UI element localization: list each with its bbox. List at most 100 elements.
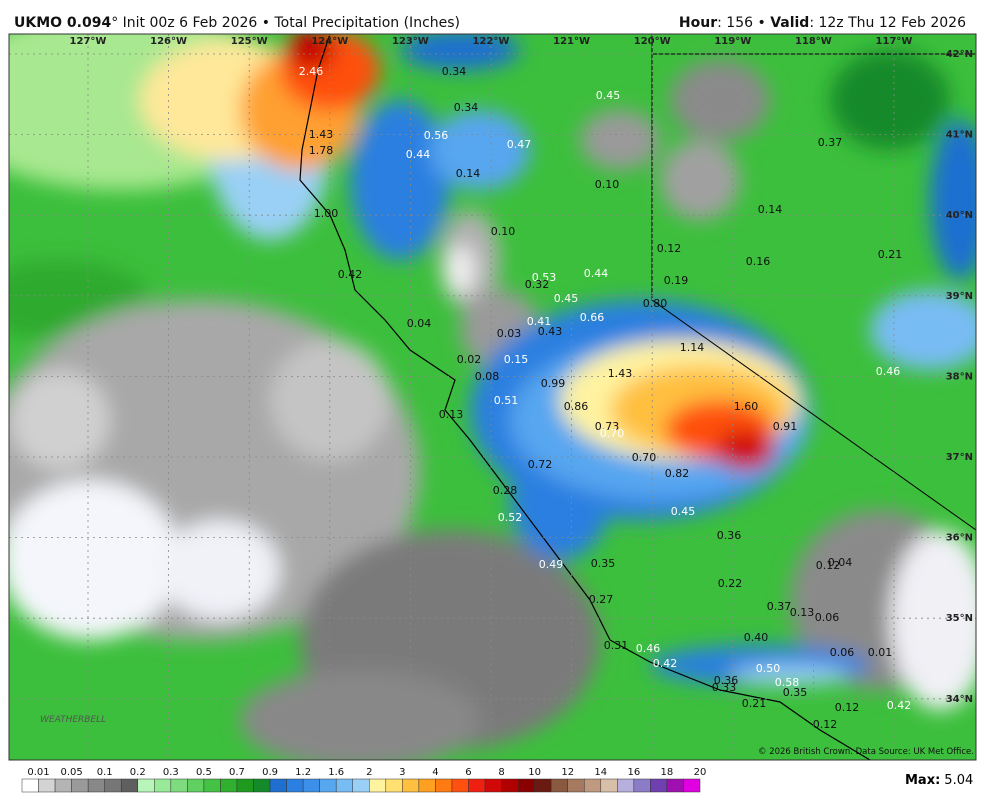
precip-label: 0.14 [758, 203, 783, 216]
longitude-label: 120°W [634, 36, 671, 47]
precip-label: 0.32 [525, 278, 550, 291]
colorbar-label: 16 [627, 767, 640, 778]
colorbar-swatch [220, 778, 238, 793]
latitude-label: 39°N [946, 291, 973, 302]
precip-label: 0.21 [742, 697, 767, 710]
colorbar-swatch [154, 778, 172, 793]
precip-label: 0.08 [475, 370, 500, 383]
longitude-label: 126°W [150, 36, 187, 47]
precip-label: 0.49 [539, 558, 564, 571]
colorbar-swatch [600, 778, 618, 793]
precip-label: 0.16 [746, 255, 771, 268]
precip-label: 2.46 [299, 65, 324, 78]
max-value: 5.04 [944, 773, 973, 788]
precip-label: 0.01 [868, 646, 893, 659]
precip-label: 0.70 [632, 451, 657, 464]
precip-label: 0.46 [876, 365, 901, 378]
colorbar-label: 0.05 [60, 767, 82, 778]
valid-text: : 12z Thu 12 Feb 2026 [809, 15, 966, 31]
longitude-label: 121°W [553, 36, 590, 47]
precip-label: 0.42 [653, 657, 678, 670]
latitude-label: 38°N [946, 371, 973, 382]
precip-label: 0.13 [790, 606, 815, 619]
precip-label: 0.31 [604, 639, 629, 652]
precip-label: 0.22 [718, 577, 743, 590]
latitude-label: 36°N [946, 533, 973, 544]
colorbar-swatch [435, 778, 453, 793]
precip-label: 1.78 [309, 144, 334, 157]
colorbar-swatch [517, 778, 535, 793]
precip-label: 0.40 [744, 631, 769, 644]
colorbar-swatch [38, 778, 56, 793]
precip-label: 0.03 [497, 327, 522, 340]
colorbar: 0.01 0.05 0.1 0.2 0.3 0.5 0.7 0.9 1.2 1.6 2 3 4 6 8 10 1… [21, 767, 707, 793]
precip-label: 1.60 [734, 400, 759, 413]
precip-label: 0.45 [554, 292, 579, 305]
hour-label: Hour [679, 15, 717, 31]
colorbar-label: 0.5 [196, 767, 212, 778]
precip-label: 0.91 [773, 420, 798, 433]
colorbar-label: 2 [366, 767, 372, 778]
precip-label: 1.00 [314, 207, 339, 220]
precip-label: 0.37 [767, 600, 792, 613]
precip-label: 0.45 [596, 89, 621, 102]
longitude-label: 123°W [392, 36, 429, 47]
colorbar-label: 8 [498, 767, 504, 778]
precip-label: 0.27 [589, 593, 614, 606]
precip-label: 0.50 [756, 662, 781, 675]
precip-label: 0.37 [818, 136, 843, 149]
precip-label: 0.04 [407, 317, 432, 330]
colorbar-swatch [71, 778, 89, 793]
colorbar-swatch [319, 778, 337, 793]
precip-label: 0.41 [527, 315, 552, 328]
valid-label: Valid [770, 15, 809, 31]
colorbar-label: 6 [465, 767, 471, 778]
description: ° Init 00z 6 Feb 2026 • Total Precipitat… [111, 15, 460, 31]
precip-label: 0.12 [835, 701, 860, 714]
colorbar-swatch [418, 778, 436, 793]
colorbar-swatch [104, 778, 122, 793]
precip-label: 0.02 [457, 353, 482, 366]
logo: WEATHERBELL [40, 715, 106, 725]
header-left: UKMO 0.094° Init 00z 6 Feb 2026 • Total … [14, 15, 460, 31]
colorbar-label: 4 [432, 767, 438, 778]
colorbar-swatch [203, 778, 221, 793]
precip-label: 0.73 [595, 420, 620, 433]
colorbar-swatch [583, 778, 602, 793]
precip-label: 0.42 [338, 268, 363, 281]
latitude-label: 41°N [946, 130, 973, 141]
latitude-label: 42°N [946, 49, 973, 60]
precip-label: 0.86 [564, 400, 589, 413]
precip-label: 0.36 [717, 529, 742, 542]
precip-label: 0.58 [775, 676, 800, 689]
colorbar-swatch [468, 778, 486, 793]
longitude-label: 127°W [70, 36, 107, 47]
precip-label: 0.56 [424, 129, 449, 142]
colorbar-swatch [683, 778, 701, 793]
colorbar-swatch [402, 778, 420, 793]
colorbar-swatch [21, 778, 39, 793]
colorbar-label: 0.3 [163, 767, 179, 778]
precip-label: 0.46 [636, 642, 661, 655]
precip-label: 0.35 [783, 686, 808, 699]
precip-label: 0.04 [828, 556, 853, 569]
colorbar-swatch [617, 778, 635, 793]
latitude-label: 37°N [946, 452, 973, 463]
colorbar-swatch [335, 778, 353, 793]
precip-label: 0.99 [541, 377, 566, 390]
colorbar-swatch [54, 778, 72, 793]
precip-label: 1.43 [309, 128, 334, 141]
colorbar-label: 14 [594, 767, 607, 778]
header-right: Hour: 156 • Valid: 12z Thu 12 Feb 2026 [679, 15, 966, 31]
colorbar-label: 10 [528, 767, 541, 778]
colorbar-label: 0.1 [97, 767, 113, 778]
credit: © 2026 British Crown. Data Source: UK Me… [758, 747, 974, 757]
max: Max: 5.04 [905, 773, 973, 788]
colorbar-label: 3 [399, 767, 405, 778]
colorbar-label: 0.9 [262, 767, 278, 778]
colorbar-label: 20 [694, 767, 707, 778]
precip-label: 0.42 [887, 699, 912, 712]
precip-label: 0.45 [671, 505, 696, 518]
model: UKMO 0.094 [14, 15, 111, 31]
